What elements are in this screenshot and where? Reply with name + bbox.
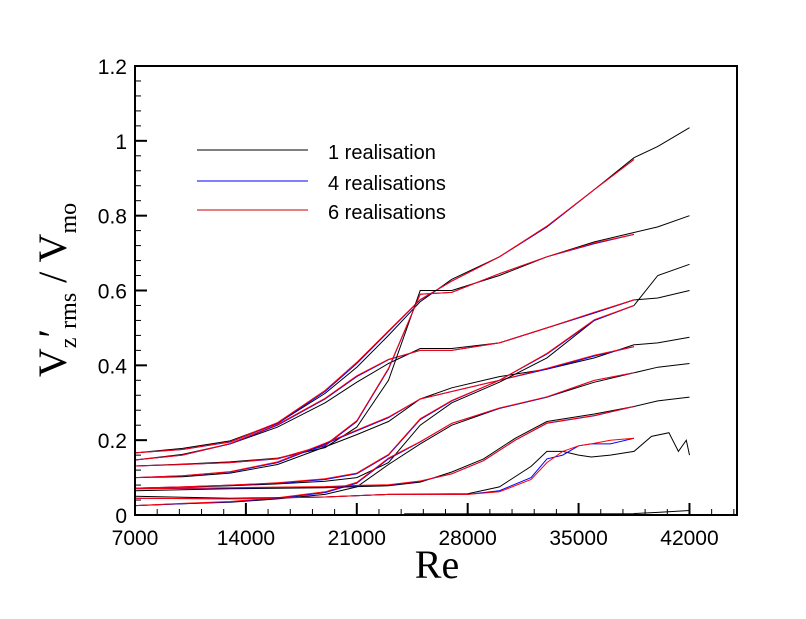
y-tick-label: 0.6	[98, 281, 127, 304]
curve-5-red-line	[134, 305, 635, 489]
plot-curves	[134, 127, 690, 515]
curve-4-red-line	[134, 346, 635, 479]
curve-2-red-line	[134, 299, 635, 461]
legend: 1 realisation 4 realisations 6 realisati…	[197, 142, 446, 224]
y-title-sub-rms: rms	[56, 293, 82, 329]
y-title-main: V	[30, 348, 75, 377]
y-tick-label: 0	[115, 505, 127, 528]
y-tick-label: 1.2	[98, 56, 127, 79]
y-title-prime: ′	[30, 329, 75, 338]
legend-label-4-realisations: 4 realisations	[328, 173, 446, 195]
legend-label-6-realisations: 6 realisations	[328, 202, 446, 224]
y-axis-title: Vz′rms / Vmo	[30, 203, 82, 377]
x-axis-title: Re	[415, 542, 459, 587]
legend-label-1-realisation: 1 realisation	[328, 142, 436, 164]
y-tick-label: 1	[115, 131, 127, 154]
curve-1-red-line	[134, 159, 635, 454]
axis-ticks: 7000 14000 21000 28000 35000 42000 0 0.2 0.4 0.6 0…	[98, 56, 735, 550]
curve-3-black-line	[134, 215, 690, 467]
curve-7-red-line	[134, 406, 635, 490]
y-title-separator: / V	[30, 233, 75, 292]
x-tick-label: 14000	[217, 527, 275, 550]
x-tick-label: 42000	[660, 527, 718, 550]
curve-8-red-line	[134, 437, 635, 500]
curve-3-red-line	[134, 233, 635, 467]
y-tick-label: 0.8	[98, 206, 127, 229]
curve-6-red-line	[134, 372, 635, 507]
x-tick-label: 7000	[112, 527, 159, 550]
x-tick-label: 28000	[438, 527, 496, 550]
y-tick-label: 0.4	[98, 355, 128, 378]
x-tick-label: 21000	[328, 527, 386, 550]
y-title-sub-mo: mo	[56, 203, 82, 234]
y-title-sub-z: z	[56, 338, 82, 349]
y-tick-label: 0.2	[98, 430, 127, 453]
x-tick-label: 35000	[549, 527, 607, 550]
